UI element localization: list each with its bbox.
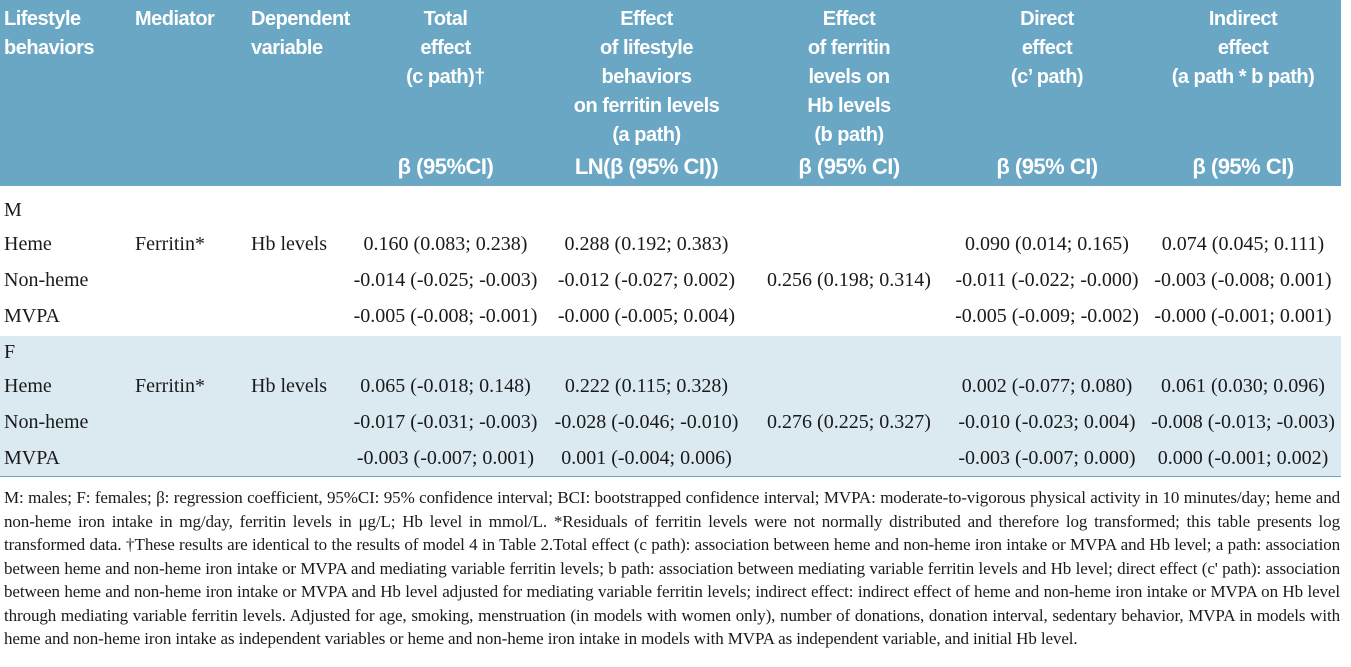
cell-dependent: Hb levels (251, 233, 328, 255)
cell-direct-effect: -0.010 (-0.023; 0.004) (958, 411, 1136, 433)
header-a-path: Effect of lifestyle behaviors on ferriti… (573, 8, 720, 179)
cell-indirect-effect: -0.008 (-0.013; -0.003) (1151, 411, 1335, 433)
cell-behavior: Heme (4, 375, 52, 397)
cell-a-path: -0.000 (-0.005; 0.004) (557, 305, 736, 327)
cell-behavior: MVPA (4, 447, 60, 469)
header-b-path: Effect of ferritin levels on Hb levels (… (798, 8, 900, 179)
cell-direct-effect: -0.005 (-0.009; -0.002) (955, 305, 1139, 327)
cell-dependent (247, 298, 347, 335)
cell-mediator: Ferritin* (135, 233, 205, 255)
cell-indirect-effect: 0.074 (0.045; 0.111) (1161, 233, 1325, 255)
group-label: M (4, 199, 22, 221)
cell-behavior: Non-heme (4, 269, 89, 291)
cell-a-path: 0.222 (0.115; 0.328) (564, 375, 729, 397)
cell-a-path: -0.012 (-0.027; 0.002) (557, 269, 736, 291)
cell-b-path: 0.276 (0.225; 0.327) (767, 411, 931, 433)
group-label-row: M (0, 186, 1341, 226)
cell-a-path: -0.028 (-0.046; -0.010) (554, 411, 739, 433)
header-dependent-variable: Dependent variable (251, 8, 350, 59)
header-direct-effect: Direct effect (c’ path) β (95% CI) (996, 8, 1098, 179)
results-table-container: Lifestyle behaviors Mediator Dependent v… (0, 0, 1341, 477)
group-label-row: F (0, 334, 1341, 368)
cell-b-path (749, 298, 949, 335)
cell-total-effect: -0.005 (-0.008; -0.001) (353, 305, 538, 327)
cell-total-effect: -0.003 (-0.007; 0.001) (356, 447, 535, 469)
mediation-results-table: Lifestyle behaviors Mediator Dependent v… (0, 0, 1341, 477)
cell-indirect-effect: 0.000 (-0.001; 0.002) (1157, 447, 1329, 469)
cell-b-path (749, 226, 949, 262)
cell-total-effect: 0.065 (-0.018; 0.148) (360, 375, 531, 397)
cell-indirect-effect: -0.003 (-0.008; 0.001) (1154, 269, 1332, 291)
cell-behavior: Non-heme (4, 411, 89, 433)
cell-mediator (131, 404, 247, 440)
cell-total-effect: -0.014 (-0.025; -0.003) (353, 269, 538, 291)
cell-direct-effect: 0.090 (0.014; 0.165) (965, 233, 1129, 255)
cell-behavior: MVPA (4, 305, 60, 327)
table-footnote: M: males; F: females; β: regression coef… (4, 488, 1340, 648)
cell-b-path (749, 440, 949, 477)
cell-direct-effect: -0.003 (-0.007; 0.000) (958, 447, 1136, 469)
cell-direct-effect: 0.002 (-0.077; 0.080) (961, 375, 1133, 397)
cell-a-path: 0.288 (0.192; 0.383) (564, 233, 729, 255)
cell-mediator (131, 440, 247, 477)
cell-b-path (749, 368, 949, 404)
cell-mediator (131, 298, 247, 335)
table-header: Lifestyle behaviors Mediator Dependent v… (0, 0, 1341, 186)
cell-indirect-effect: -0.000 (-0.001; 0.001) (1154, 305, 1332, 327)
cell-indirect-effect: 0.061 (0.030; 0.096) (1161, 375, 1325, 397)
header-mediator: Mediator (135, 8, 215, 30)
cell-mediator: Ferritin* (135, 375, 205, 397)
cell-total-effect: -0.017 (-0.031; -0.003) (353, 411, 538, 433)
table-row: MVPA -0.005 (-0.008; -0.001) -0.000 (-0.… (0, 298, 1341, 335)
header-total-effect: Total effect (c path)† β (95%CI) (397, 8, 494, 179)
cell-behavior: Heme (4, 233, 52, 255)
group-label: F (0, 334, 1341, 368)
cell-a-path: 0.001 (-0.004; 0.006) (561, 447, 732, 469)
header-indirect-effect: Indirect effect (a path * b path) β (95% … (1171, 8, 1315, 179)
cell-direct-effect: -0.011 (-0.022; -0.000) (955, 269, 1139, 291)
cell-total-effect: 0.160 (0.083; 0.238) (363, 233, 528, 255)
group-males: M Heme Ferritin* Hb levels 0.160 (0.083;… (0, 186, 1341, 335)
table-row: Non-heme -0.017 (-0.031; -0.003) -0.028 … (0, 404, 1341, 440)
cell-dependent (247, 404, 347, 440)
header-row: Lifestyle behaviors Mediator Dependent v… (0, 0, 1341, 186)
cell-b-path: 0.256 (0.198; 0.314) (767, 269, 931, 291)
table-row: Non-heme -0.014 (-0.025; -0.003) -0.012 … (0, 262, 1341, 298)
table-row: Heme Ferritin* Hb levels 0.160 (0.083; 0… (0, 226, 1341, 262)
cell-dependent (247, 440, 347, 477)
table-row: MVPA -0.003 (-0.007; 0.001) 0.001 (-0.00… (0, 440, 1341, 477)
group-females: F Heme Ferritin* Hb levels 0.065 (-0.018… (0, 334, 1341, 477)
cell-mediator (131, 262, 247, 298)
cell-dependent: Hb levels (251, 375, 328, 397)
cell-dependent (247, 262, 347, 298)
table-row: Heme Ferritin* Hb levels 0.065 (-0.018; … (0, 368, 1341, 404)
header-lifestyle-behaviors: Lifestyle behaviors (4, 8, 94, 59)
